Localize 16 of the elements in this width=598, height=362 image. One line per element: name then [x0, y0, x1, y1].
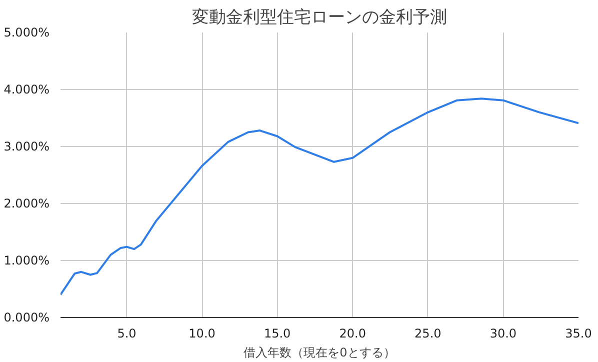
x-axis-title: 借入年数（現在を0とする）: [244, 346, 396, 360]
chart-title: 変動金利型住宅ローンの金利予測: [192, 8, 447, 28]
x-tick-label: 30.0: [490, 326, 517, 340]
x-tick-label: 5.0: [117, 326, 136, 340]
y-tick-label: 4.000%: [4, 82, 50, 96]
x-tick-label: 25.0: [414, 326, 442, 340]
x-tick-label: 15.0: [264, 326, 291, 340]
line-series: [60, 98, 578, 296]
y-tick-label: 2.000%: [4, 196, 50, 210]
y-tick-label: 1.000%: [4, 254, 50, 268]
y-tick-label: 3.000%: [4, 140, 50, 154]
x-tick-label: 20.0: [339, 326, 366, 340]
x-tick-label: 10.0: [188, 326, 216, 340]
y-tick-label: 5.000%: [4, 26, 50, 40]
x-tick-label: 35.0: [565, 326, 592, 340]
y-tick-label: 0.000%: [4, 310, 50, 324]
